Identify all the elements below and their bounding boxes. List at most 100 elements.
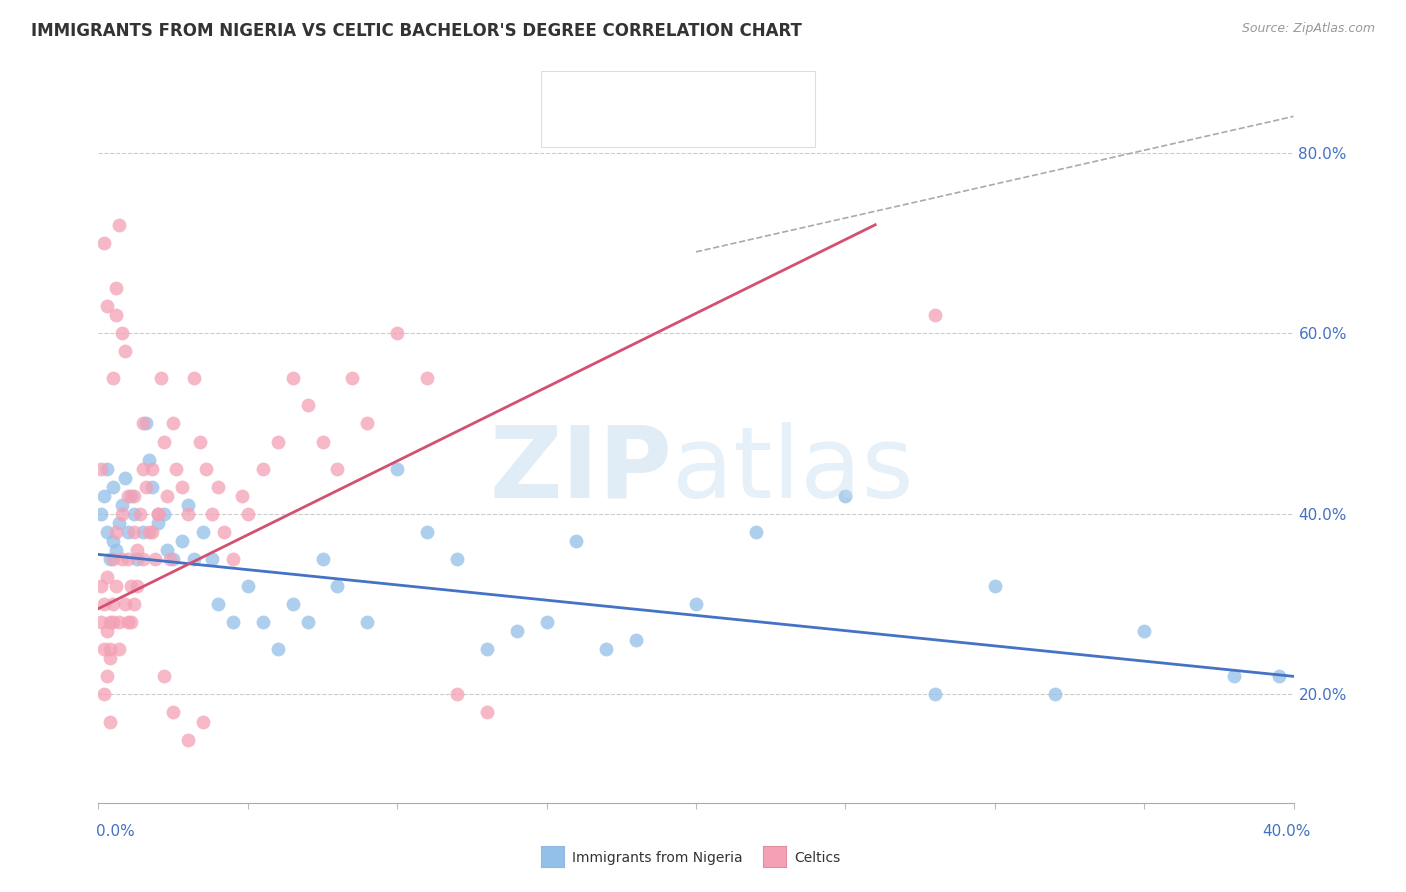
Point	[98, 651, 122, 665]
Point	[252, 615, 274, 630]
Point	[98, 552, 122, 566]
Point	[222, 615, 245, 630]
Point	[685, 597, 707, 611]
Point	[177, 732, 200, 747]
Point	[96, 624, 118, 639]
Text: 56: 56	[755, 87, 776, 101]
Point	[117, 524, 139, 539]
Text: 0.0%: 0.0%	[96, 824, 135, 838]
Point	[231, 489, 253, 503]
Point	[1267, 669, 1289, 683]
Point	[201, 552, 224, 566]
Point	[141, 524, 163, 539]
Point	[138, 452, 160, 467]
Point	[156, 489, 179, 503]
Point	[162, 706, 184, 720]
Point	[183, 371, 205, 385]
Point	[93, 597, 115, 611]
Point	[446, 687, 468, 701]
Point	[536, 615, 558, 630]
Point	[385, 461, 409, 475]
Point	[984, 579, 1007, 593]
Point	[212, 524, 235, 539]
Point	[132, 524, 155, 539]
Point	[111, 507, 134, 521]
Point	[105, 308, 128, 322]
Point	[98, 615, 122, 630]
Point	[105, 542, 128, 557]
Point	[267, 434, 290, 449]
Point	[924, 308, 946, 322]
Point	[105, 579, 128, 593]
Point	[135, 480, 157, 494]
Text: -0.189: -0.189	[630, 87, 685, 101]
Point	[281, 597, 304, 611]
Text: N =: N =	[693, 87, 741, 101]
Point	[117, 615, 139, 630]
Point	[114, 597, 136, 611]
Point	[90, 615, 112, 630]
Text: 40.0%: 40.0%	[1263, 824, 1310, 838]
Point	[124, 507, 146, 521]
Point	[156, 542, 179, 557]
Point	[111, 498, 134, 512]
Point	[108, 218, 131, 232]
Point	[172, 480, 194, 494]
Point	[326, 579, 349, 593]
Point	[162, 417, 184, 431]
Point	[153, 434, 176, 449]
Point	[103, 533, 125, 548]
Point	[96, 461, 118, 475]
Point	[103, 480, 125, 494]
Point	[385, 326, 409, 341]
Point	[93, 642, 115, 657]
Point	[96, 524, 118, 539]
Point	[98, 714, 122, 729]
Point	[148, 507, 170, 521]
Point	[222, 552, 245, 566]
Point	[183, 552, 205, 566]
Point	[90, 579, 112, 593]
Point	[159, 552, 181, 566]
Text: 86: 86	[755, 120, 776, 135]
Point	[356, 615, 378, 630]
Point	[124, 597, 146, 611]
Point	[96, 570, 118, 584]
Point	[924, 687, 946, 701]
Point	[153, 507, 176, 521]
Point	[124, 524, 146, 539]
Point	[311, 434, 333, 449]
Point	[416, 371, 439, 385]
Point	[141, 480, 163, 494]
Text: Celtics: Celtics	[794, 851, 841, 865]
Point	[475, 706, 498, 720]
Point	[177, 507, 200, 521]
Point	[96, 669, 118, 683]
Point	[1043, 687, 1066, 701]
Point	[105, 281, 128, 295]
Text: 0.338: 0.338	[630, 120, 678, 135]
Point	[297, 398, 319, 412]
Point	[297, 615, 319, 630]
Point	[267, 642, 290, 657]
Point	[135, 417, 157, 431]
Point	[132, 461, 155, 475]
Point	[103, 615, 125, 630]
Text: ZIP: ZIP	[489, 422, 672, 519]
Point	[120, 489, 142, 503]
Point	[120, 579, 142, 593]
Point	[141, 461, 163, 475]
Point	[1133, 624, 1156, 639]
Point	[207, 597, 229, 611]
Point	[93, 687, 115, 701]
Point	[90, 507, 112, 521]
Point	[207, 480, 229, 494]
Point	[191, 524, 214, 539]
Point	[111, 552, 134, 566]
Point	[103, 597, 125, 611]
Point	[236, 579, 259, 593]
Point	[98, 642, 122, 657]
Point	[475, 642, 498, 657]
Point	[111, 326, 134, 341]
Point	[117, 489, 139, 503]
